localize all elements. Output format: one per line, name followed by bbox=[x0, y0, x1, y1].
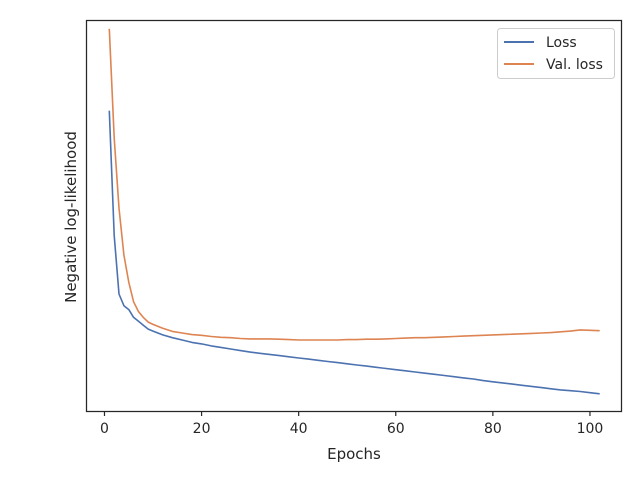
series-line-val-loss bbox=[108, 28, 600, 341]
x-tick-label: 60 bbox=[387, 421, 405, 437]
series-line-loss bbox=[108, 110, 600, 395]
series-lines bbox=[108, 28, 600, 395]
x-tick-label: 40 bbox=[290, 421, 308, 437]
y-axis-label: Negative log-likelihood bbox=[62, 131, 80, 303]
x-axis-ticks: 0 20 40 60 80 100 bbox=[100, 411, 603, 437]
x-tick-label: 80 bbox=[484, 421, 502, 437]
x-axis-label: Epochs bbox=[327, 445, 381, 463]
x-tick-label: 100 bbox=[577, 421, 604, 437]
legend-label-loss: Loss bbox=[546, 35, 577, 51]
plot-frame bbox=[85, 19, 623, 413]
x-tick-label: 20 bbox=[193, 421, 211, 437]
x-tick-label: 0 bbox=[100, 421, 109, 437]
legend: Loss Val. loss bbox=[497, 28, 615, 79]
legend-label-val-loss: Val. loss bbox=[546, 57, 603, 73]
